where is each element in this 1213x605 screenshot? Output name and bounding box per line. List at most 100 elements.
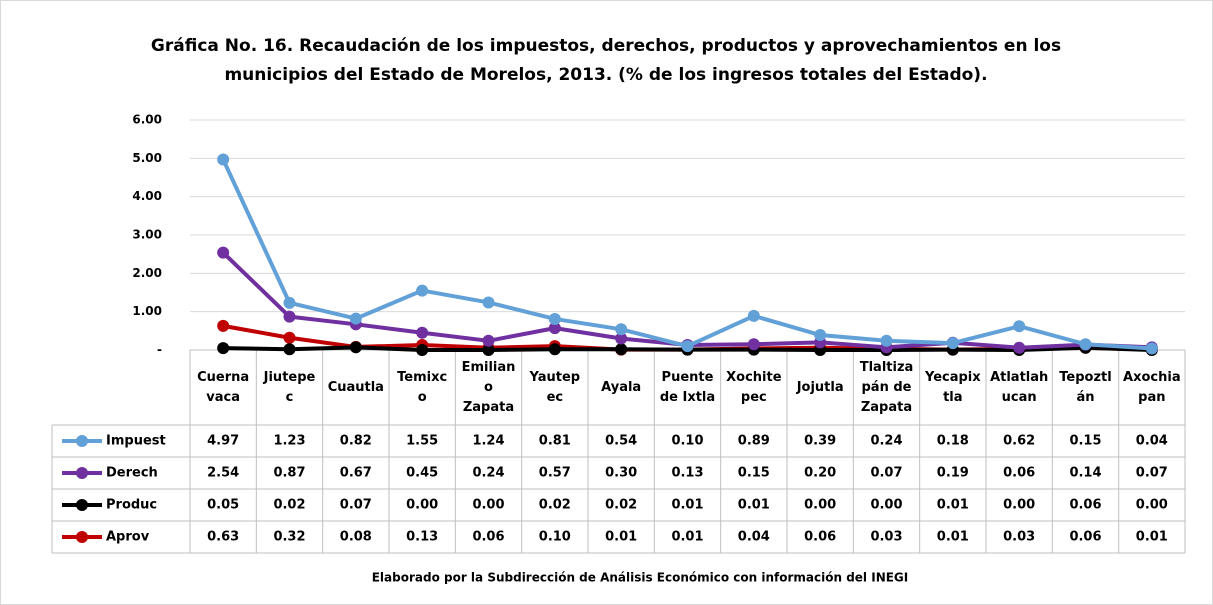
y-tick-label: 3.00: [132, 228, 162, 242]
data-label: 0.39: [804, 434, 836, 449]
data-label: 0.57: [539, 466, 571, 481]
chart-title: municipios del Estado de Morelos, 2013. …: [224, 65, 987, 85]
x-tick-label: Emilian o Zapata: [462, 360, 516, 415]
data-label: 0.32: [273, 530, 305, 545]
point: [548, 322, 561, 335]
data-label: 0.14: [1069, 466, 1101, 481]
data-label: 0.05: [207, 498, 239, 513]
x-tick-label: Tepoztl án: [1059, 370, 1111, 405]
data-label: 0.00: [472, 498, 504, 513]
point: [615, 323, 628, 336]
data-label: 0.01: [937, 530, 969, 545]
data-label: 0.20: [804, 466, 836, 481]
data-label: 0.03: [1003, 530, 1035, 545]
point: [1079, 338, 1092, 351]
data-label: 0.07: [1136, 466, 1168, 481]
data-label: 0.06: [804, 530, 836, 545]
data-label: 1.24: [472, 434, 504, 449]
data-label: 0.01: [671, 498, 703, 513]
data-label: 0.01: [937, 498, 969, 513]
x-tick-label: Temixc o: [397, 370, 447, 405]
data-label: 0.02: [273, 498, 305, 513]
data-label: 0.01: [1136, 530, 1168, 545]
legend-label: Aprov: [106, 530, 150, 545]
x-tick-label: Ayala: [601, 380, 641, 395]
point: [416, 284, 429, 297]
data-label: 0.07: [870, 466, 902, 481]
legend-label: Impuest: [106, 434, 166, 449]
point: [1013, 320, 1026, 333]
legend-label: Produc: [106, 498, 157, 513]
data-label: 4.97: [207, 434, 239, 449]
data-label: 0.81: [539, 434, 571, 449]
point: [814, 329, 827, 342]
data-label: 0.15: [1069, 434, 1101, 449]
data-label: 0.01: [738, 498, 770, 513]
y-tick-label: 5.00: [132, 151, 162, 165]
data-label: 0.00: [406, 498, 438, 513]
data-label: 0.15: [738, 466, 770, 481]
point: [283, 296, 296, 309]
x-tick-label: Axochia pan: [1123, 370, 1181, 405]
point: [548, 343, 561, 356]
data-label: 0.63: [207, 530, 239, 545]
data-label: 0.00: [1136, 498, 1168, 513]
point: [416, 326, 429, 339]
point: [283, 331, 296, 344]
point: [482, 334, 495, 347]
data-label: 0.13: [671, 466, 703, 481]
x-tick-label: Atlatlah ucan: [990, 370, 1048, 405]
data-label: 0.24: [870, 434, 902, 449]
data-label: 0.62: [1003, 434, 1035, 449]
x-tick-label: Yecapix tla: [924, 370, 981, 405]
data-label: 0.06: [1069, 498, 1101, 513]
data-label: 0.87: [273, 466, 305, 481]
data-label: 0.00: [870, 498, 902, 513]
x-tick-label: Yautep ec: [529, 370, 581, 405]
data-label: 1.23: [273, 434, 305, 449]
point: [283, 343, 296, 356]
y-tick-label: -: [157, 343, 162, 357]
data-label: 0.45: [406, 466, 438, 481]
legend-marker: [76, 435, 88, 447]
data-label: 0.08: [340, 530, 372, 545]
x-tick-label: Cuerna vaca: [197, 370, 249, 405]
point: [349, 341, 362, 354]
y-tick-label: 2.00: [132, 266, 162, 280]
point: [747, 309, 760, 322]
point: [1145, 342, 1158, 355]
data-label: 0.02: [605, 498, 637, 513]
point: [482, 344, 495, 356]
data-label: 0.06: [472, 530, 504, 545]
data-label: 0.13: [406, 530, 438, 545]
point: [217, 153, 230, 166]
x-tick-label: Puente de Ixtla: [660, 370, 715, 405]
y-tick-label: 4.00: [132, 189, 162, 203]
data-label: 0.18: [937, 434, 969, 449]
y-tick-label: 1.00: [132, 304, 162, 318]
point: [946, 337, 959, 350]
data-label: 0.01: [605, 530, 637, 545]
source-note: Elaborado por la Subdirección de Análisi…: [372, 571, 909, 585]
data-label: 0.04: [1136, 434, 1168, 449]
data-label: 0.06: [1069, 530, 1101, 545]
point: [482, 296, 495, 309]
data-label: 0.30: [605, 466, 637, 481]
point: [349, 312, 362, 325]
point: [416, 344, 429, 356]
legend-marker: [76, 467, 88, 479]
data-label: 0.00: [804, 498, 836, 513]
point: [217, 342, 230, 355]
point: [615, 343, 628, 356]
data-label: 1.55: [406, 434, 438, 449]
point: [880, 334, 893, 347]
y-tick-label: 6.00: [132, 113, 162, 127]
data-label: 0.54: [605, 434, 637, 449]
data-label: 0.06: [1003, 466, 1035, 481]
data-label: 0.10: [539, 530, 571, 545]
data-label: 0.67: [340, 466, 372, 481]
legend-marker: [76, 499, 88, 511]
point: [1013, 341, 1026, 354]
